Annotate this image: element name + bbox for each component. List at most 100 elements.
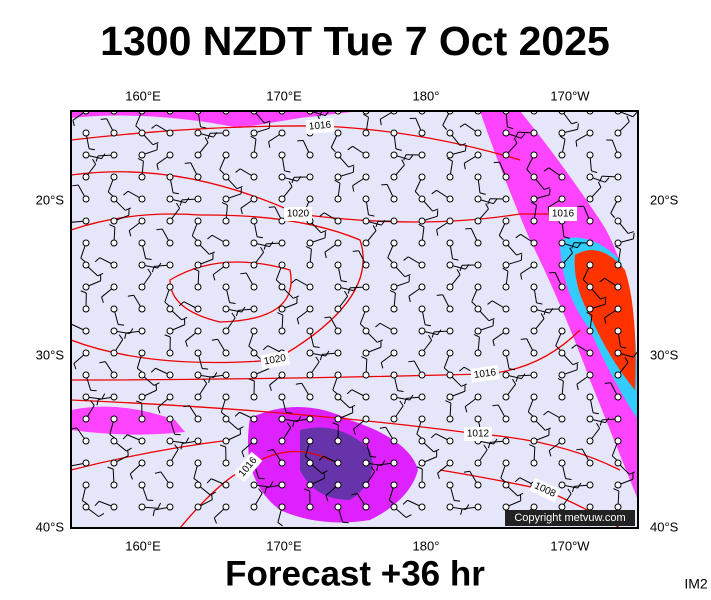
station [418, 393, 426, 401]
barb-feather [262, 345, 269, 351]
station [446, 217, 454, 225]
barb-feather [264, 120, 271, 124]
station [474, 195, 482, 203]
station [306, 239, 314, 247]
barb-feather [208, 376, 211, 383]
barb-feather [347, 287, 351, 294]
barb-feather [127, 294, 134, 297]
station [558, 261, 566, 269]
barb-feather [582, 279, 588, 285]
barb-feather [403, 256, 409, 261]
station [614, 459, 622, 467]
station [558, 327, 566, 335]
barb-feather [211, 338, 218, 341]
forecast-label: Forecast +36 hr [225, 554, 485, 593]
station [474, 503, 482, 511]
station [306, 371, 314, 379]
station [558, 371, 566, 379]
barb-feather [180, 443, 183, 450]
station [166, 415, 174, 423]
isobar-label: 1020 [259, 350, 291, 370]
barb-feather [408, 360, 415, 363]
station [334, 305, 342, 313]
barb-feather [597, 181, 602, 188]
isobar-label-box [549, 207, 577, 221]
barb-feather [485, 203, 489, 210]
barb-feather [408, 154, 414, 160]
station [334, 173, 342, 181]
station [586, 217, 594, 225]
isobar-label-text: 1016 [552, 209, 575, 220]
station [138, 437, 146, 445]
lon-label: 180° [413, 88, 440, 103]
barb-feather [267, 449, 274, 452]
barb-feather [129, 473, 133, 480]
barb-feather [459, 143, 466, 146]
station [614, 239, 622, 247]
station [502, 393, 510, 401]
barb-feather [596, 422, 601, 429]
barb-feather [241, 451, 245, 458]
barb-feather [324, 316, 331, 319]
station [418, 459, 426, 467]
station [362, 371, 370, 379]
barb-feather [202, 378, 208, 384]
station [306, 415, 314, 423]
barb-feather [567, 488, 572, 495]
station [362, 217, 370, 225]
station [250, 305, 258, 313]
barb-feather [258, 488, 263, 494]
station [530, 437, 538, 445]
precip [71, 111, 360, 128]
barb-feather [292, 420, 295, 427]
station [446, 503, 454, 511]
barb-feather [376, 464, 379, 471]
barb-feather [334, 179, 341, 184]
barb-feather [135, 400, 142, 404]
station [222, 415, 230, 423]
barb-feather [502, 267, 509, 272]
barb-feather [109, 434, 115, 439]
station [586, 173, 594, 181]
barb-feather [604, 382, 611, 384]
isobar-label-box [464, 427, 492, 441]
barb-feather [633, 352, 638, 358]
station [250, 393, 258, 401]
station [82, 393, 90, 401]
barb-feather [101, 296, 104, 303]
station [558, 195, 566, 203]
station [110, 305, 118, 313]
station [194, 217, 202, 225]
station [586, 415, 594, 423]
barb-feather [488, 318, 495, 322]
station [474, 481, 482, 489]
station [530, 217, 538, 225]
station [166, 481, 174, 489]
station [530, 261, 538, 269]
isobar-label-box [233, 451, 263, 483]
station [278, 239, 286, 247]
station [390, 415, 398, 423]
station [390, 437, 398, 445]
barb-feather [151, 266, 155, 273]
station [166, 217, 174, 225]
station [250, 129, 258, 137]
lon-label: 180° [413, 538, 440, 553]
barb-feather [459, 123, 466, 128]
station [222, 129, 230, 137]
barb-feather [507, 126, 514, 130]
barb-feather [442, 124, 448, 131]
station [586, 151, 594, 159]
station [138, 481, 146, 489]
barb-feather [459, 366, 465, 372]
barb-feather [207, 133, 211, 140]
barb-feather [305, 245, 312, 250]
barb-feather [632, 111, 638, 118]
barb-feather [460, 508, 463, 515]
barb-feather [235, 168, 241, 173]
station [586, 459, 594, 467]
station [82, 503, 90, 511]
barb-feather [185, 197, 190, 203]
station [82, 415, 90, 423]
barb-feather [240, 272, 247, 275]
